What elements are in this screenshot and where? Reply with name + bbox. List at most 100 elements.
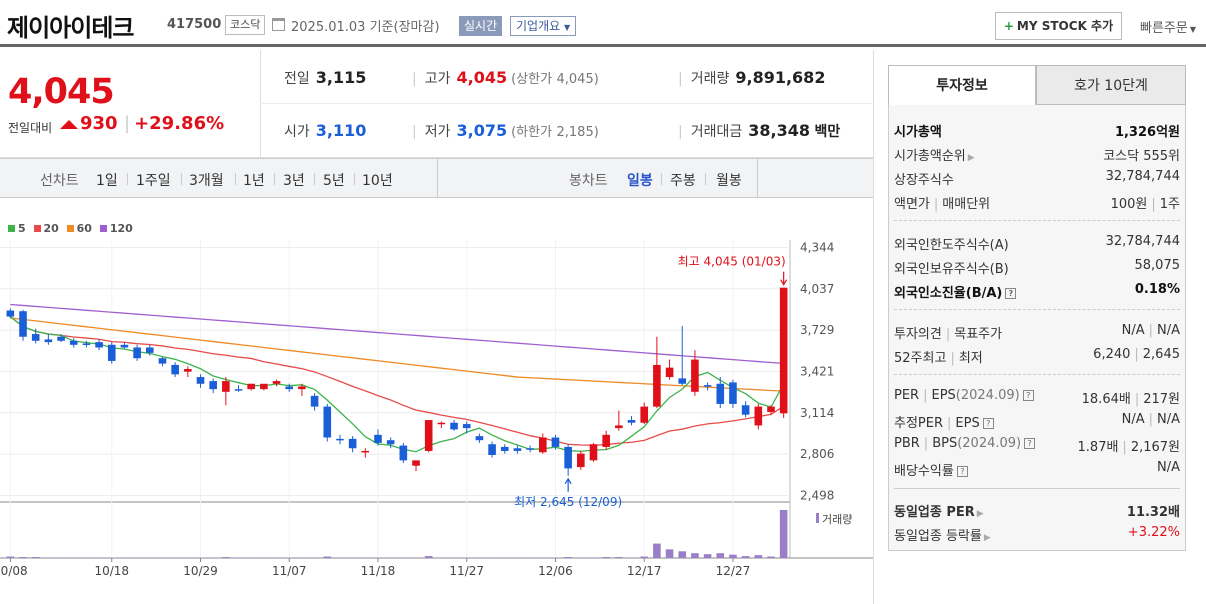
candle-body bbox=[57, 336, 65, 341]
divider bbox=[661, 173, 662, 185]
volume-bar bbox=[424, 556, 433, 558]
market-cap-row: 시가총액 1,326억원 bbox=[894, 121, 1180, 141]
candle bbox=[222, 377, 230, 406]
divider bbox=[894, 374, 1180, 375]
divider bbox=[181, 173, 182, 185]
divider: | bbox=[124, 113, 131, 134]
ma5-label: 5 bbox=[18, 222, 26, 235]
market-cap-rank-row[interactable]: 시가총액순위 ▶ 코스닥 555위 bbox=[894, 145, 1180, 165]
company-overview-button[interactable]: 기업개요 ▼ bbox=[510, 16, 577, 36]
volume-value: 9,891,682 bbox=[735, 68, 826, 87]
volume-bar bbox=[564, 557, 572, 558]
candle bbox=[171, 362, 179, 378]
x-tick-label: 10/18 bbox=[94, 564, 129, 578]
period-1y[interactable]: 1년 bbox=[243, 173, 265, 189]
period-5y[interactable]: 5년 bbox=[323, 173, 345, 189]
foreign-limit-value: 32,784,744 bbox=[1105, 234, 1180, 249]
min-arrow-icon bbox=[564, 477, 572, 492]
market-badge: 코스닥 bbox=[225, 15, 266, 35]
candle-chart-label: 봉차트 bbox=[569, 173, 608, 189]
candle bbox=[323, 403, 332, 442]
divider bbox=[894, 488, 1180, 489]
low-value: 3,075 bbox=[456, 121, 508, 140]
help-icon[interactable]: ? bbox=[1024, 438, 1036, 449]
low-price: | 저가 3,075 (하한가 2,185) bbox=[412, 121, 599, 141]
listed-shares-row: 상장주식수 32,784,744 bbox=[894, 169, 1180, 189]
candle bbox=[386, 437, 395, 449]
period-3m[interactable]: 3개월 bbox=[189, 173, 224, 189]
period-1d[interactable]: 1일 bbox=[96, 173, 118, 189]
candle bbox=[31, 328, 40, 344]
per-value: 18.64배 bbox=[1081, 392, 1131, 407]
ma120-label: 120 bbox=[109, 222, 133, 235]
listed-shares-value: 32,784,744 bbox=[1105, 169, 1180, 184]
volume-bar bbox=[31, 557, 40, 558]
help-icon[interactable]: ? bbox=[956, 466, 968, 477]
candle bbox=[310, 393, 319, 411]
y-tick-label: 4,344 bbox=[800, 241, 834, 255]
par-label: 액면가 bbox=[894, 197, 930, 212]
help-icon[interactable]: ? bbox=[1005, 288, 1017, 299]
period-10y[interactable]: 10년 bbox=[362, 173, 393, 189]
tab-order-book[interactable]: 호가 10단계 bbox=[1036, 65, 1186, 105]
sector-per-row[interactable]: 동일업종 PER ▶ 11.32배 bbox=[894, 501, 1180, 521]
quick-order-button[interactable]: 빠른주문 ▼ bbox=[1140, 17, 1196, 36]
period-3y[interactable]: 3년 bbox=[283, 173, 305, 189]
candle bbox=[767, 405, 775, 415]
candle-body bbox=[437, 422, 446, 425]
bps-label: BPS bbox=[932, 436, 958, 451]
candle bbox=[716, 377, 725, 408]
candle-weekly[interactable]: 주봉 bbox=[670, 173, 696, 189]
candle-body bbox=[729, 382, 737, 404]
amount-value: 38,348 bbox=[748, 121, 810, 140]
candle-body bbox=[462, 424, 471, 429]
overview-label: 기업개요 bbox=[516, 19, 561, 33]
stock-chart[interactable]: 4,344 4,037 3,729 3,421 3,114 2,806 2,498 10/08… bbox=[0, 240, 873, 604]
current-price: 4,045 bbox=[8, 72, 115, 112]
open-label: 시가 bbox=[284, 124, 310, 140]
chevron-right-icon: ▶ bbox=[983, 533, 991, 543]
w52-high-value: 6,240 bbox=[1093, 347, 1131, 362]
candle-body bbox=[260, 383, 268, 390]
candle-body bbox=[82, 343, 91, 345]
volume: | 거래량 9,891,682 bbox=[678, 68, 825, 88]
tab-invest-info[interactable]: 투자정보 bbox=[888, 65, 1036, 105]
volume-bar bbox=[19, 557, 27, 558]
candle-body bbox=[298, 386, 306, 390]
candle bbox=[19, 309, 27, 341]
candle-body bbox=[145, 347, 154, 353]
candle bbox=[44, 334, 53, 345]
upper-limit-value: 4,045) bbox=[556, 72, 599, 87]
volume-bar bbox=[615, 557, 623, 558]
help-icon[interactable]: ? bbox=[982, 418, 994, 429]
candle bbox=[691, 350, 699, 396]
candle-daily[interactable]: 일봉 bbox=[627, 173, 653, 189]
opinion-value: N/A bbox=[1121, 323, 1145, 338]
help-icon[interactable]: ? bbox=[1022, 390, 1034, 401]
sector-change-row[interactable]: 동일업종 등락률 ▶ +3.22% bbox=[894, 525, 1180, 545]
x-tick-label: 11/07 bbox=[272, 564, 307, 578]
candle-monthly[interactable]: 월봉 bbox=[716, 173, 742, 189]
period-1w[interactable]: 1주일 bbox=[136, 173, 171, 189]
candle bbox=[538, 433, 547, 454]
open-price: 시가 3,110 bbox=[284, 121, 366, 141]
lower-limit-value: 2,185) bbox=[556, 125, 599, 140]
candle bbox=[741, 401, 750, 418]
candle-body bbox=[678, 378, 687, 384]
candle bbox=[615, 410, 623, 431]
candle-body bbox=[386, 440, 395, 445]
eps-year: (2024.09) bbox=[955, 388, 1020, 403]
ma60-swatch bbox=[66, 225, 74, 232]
candle bbox=[260, 383, 268, 391]
mystock-label: MY STOCK 추가 bbox=[1016, 19, 1114, 33]
candle bbox=[729, 379, 737, 408]
candle bbox=[640, 402, 649, 425]
y-tick-label: 2,498 bbox=[800, 489, 834, 503]
change-value: 930 bbox=[60, 113, 118, 134]
add-my-stock-button[interactable]: + MY STOCK 추가 bbox=[995, 12, 1122, 40]
realtime-button[interactable]: 실시간 bbox=[459, 16, 503, 36]
min-annotation: 최저 2,645 (12/09) bbox=[514, 495, 622, 509]
company-name[interactable]: 제이아이테크 bbox=[7, 14, 134, 42]
divider bbox=[354, 173, 355, 185]
candle bbox=[196, 374, 205, 388]
